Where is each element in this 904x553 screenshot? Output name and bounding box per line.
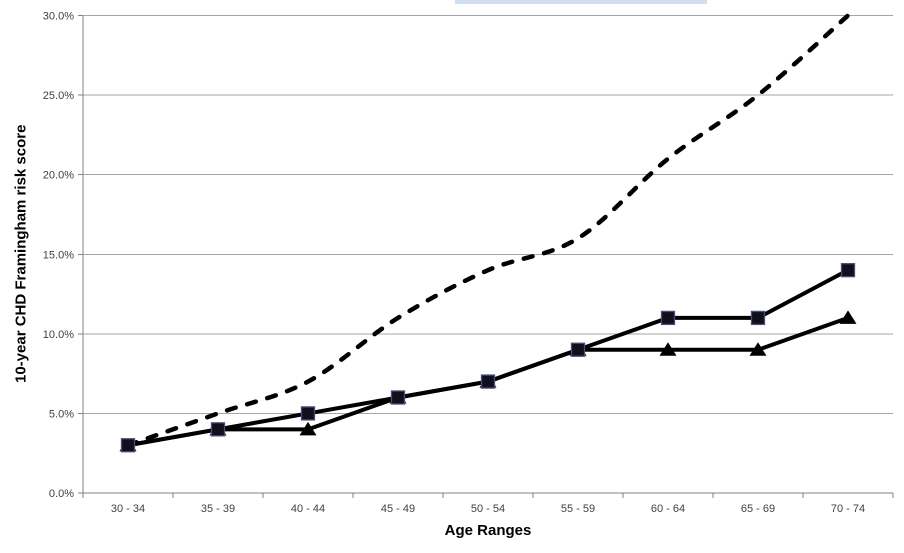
y-tick-label: 30.0% bbox=[43, 11, 74, 23]
x-tick-label: 40 - 44 bbox=[291, 503, 325, 515]
square-marker bbox=[570, 342, 586, 357]
square-marker-series-line bbox=[127, 268, 849, 448]
square-marker bbox=[120, 438, 136, 453]
dashed-line-series-line bbox=[125, 13, 851, 448]
cropped-title-strip bbox=[455, 0, 707, 4]
x-tick-label: 45 - 49 bbox=[381, 503, 415, 515]
triangle-marker bbox=[839, 310, 857, 324]
x-tick-label: 55 - 59 bbox=[561, 503, 595, 515]
square-marker bbox=[390, 390, 406, 405]
y-tick-label: 25.0% bbox=[43, 90, 74, 102]
square-marker bbox=[750, 310, 766, 326]
x-tick-label: 60 - 64 bbox=[651, 503, 685, 515]
x-tick-label: 35 - 39 bbox=[201, 503, 235, 515]
x-tick-label: 50 - 54 bbox=[471, 503, 505, 515]
triangle-marker bbox=[659, 342, 677, 356]
x-tick-label: 65 - 69 bbox=[741, 503, 775, 515]
y-tick-label: 10.0% bbox=[43, 329, 74, 341]
y-tick-label: 15.0% bbox=[43, 249, 74, 261]
square-marker bbox=[210, 422, 226, 437]
y-tick-label: 20.0% bbox=[43, 170, 74, 182]
square-marker bbox=[660, 310, 676, 326]
x-axis-title: Age Ranges bbox=[444, 522, 532, 539]
square-marker bbox=[300, 406, 316, 421]
x-tick-label: 30 - 34 bbox=[111, 503, 145, 515]
triangle-marker bbox=[749, 342, 767, 356]
x-tick-label: 70 - 74 bbox=[831, 503, 865, 515]
triangle-marker bbox=[299, 421, 317, 436]
square-marker bbox=[480, 374, 496, 389]
y-axis-title: 10-year CHD Framingham risk score bbox=[12, 124, 30, 384]
y-tick-label: 0.0% bbox=[49, 488, 74, 500]
square-marker bbox=[840, 263, 856, 278]
y-tick-label: 5.0% bbox=[49, 408, 74, 420]
